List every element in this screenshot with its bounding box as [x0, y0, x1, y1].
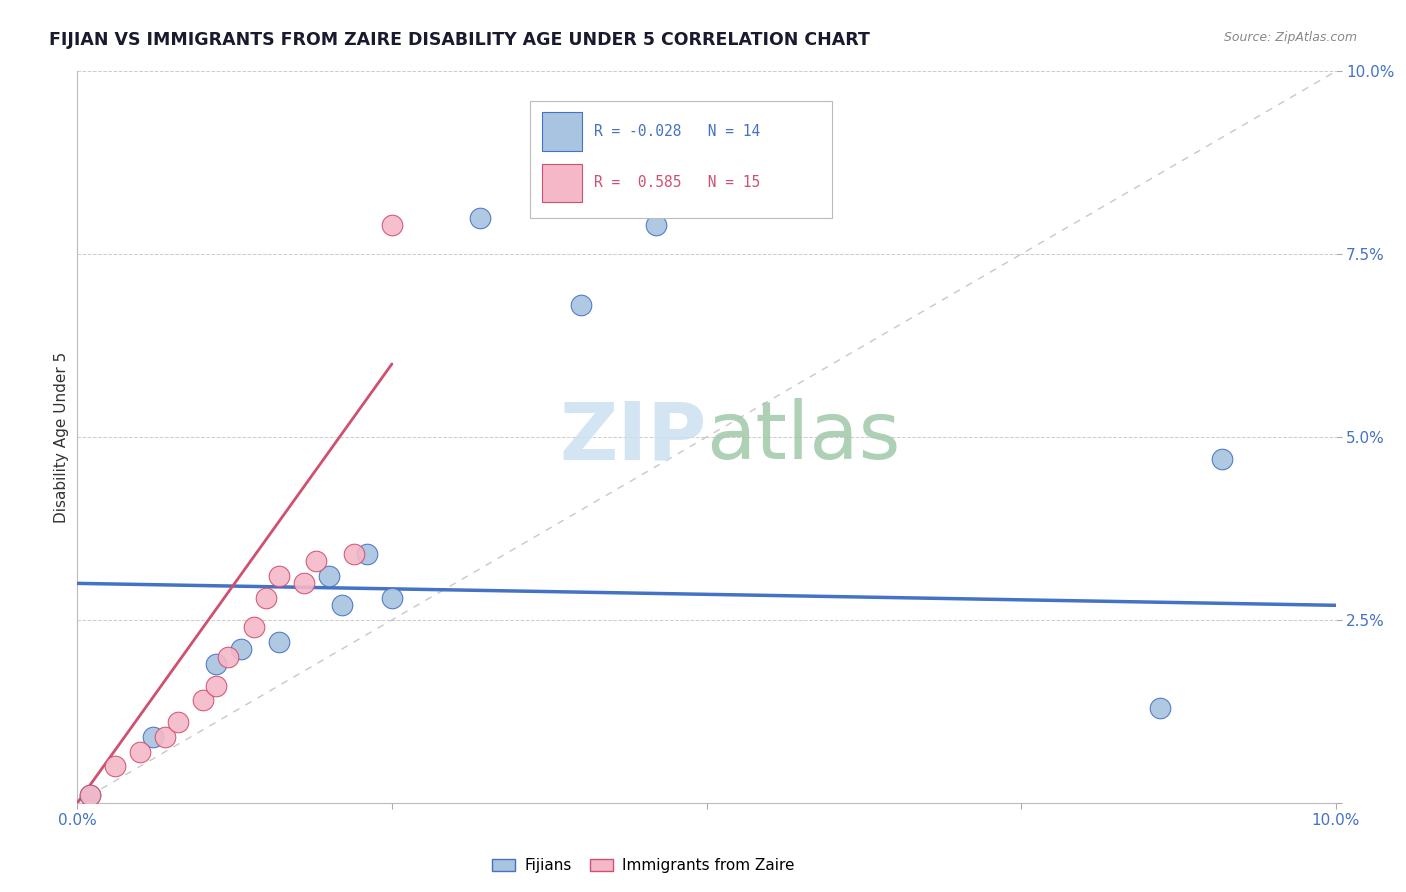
- Text: Source: ZipAtlas.com: Source: ZipAtlas.com: [1223, 31, 1357, 45]
- Point: [343, 547, 366, 561]
- Text: ZIP: ZIP: [560, 398, 707, 476]
- Point: [318, 569, 340, 583]
- Point: [267, 635, 290, 649]
- Point: [79, 789, 101, 803]
- Point: [167, 715, 190, 730]
- Point: [356, 547, 378, 561]
- Point: [1211, 452, 1233, 467]
- Point: [204, 679, 226, 693]
- Point: [1149, 700, 1171, 714]
- Text: atlas: atlas: [707, 398, 901, 476]
- Point: [292, 576, 315, 591]
- Point: [254, 591, 277, 605]
- Point: [217, 649, 239, 664]
- Point: [569, 298, 592, 312]
- Point: [155, 730, 177, 744]
- Point: [645, 218, 668, 232]
- Y-axis label: Disability Age Under 5: Disability Age Under 5: [53, 351, 69, 523]
- Point: [305, 554, 328, 568]
- Legend: Fijians, Immigrants from Zaire: Fijians, Immigrants from Zaire: [486, 852, 801, 880]
- Point: [204, 657, 226, 671]
- Point: [242, 620, 264, 634]
- Point: [381, 218, 404, 232]
- Point: [104, 759, 127, 773]
- Point: [381, 591, 404, 605]
- Point: [142, 730, 165, 744]
- Point: [468, 211, 491, 225]
- Point: [191, 693, 215, 707]
- Point: [330, 599, 353, 613]
- Text: FIJIAN VS IMMIGRANTS FROM ZAIRE DISABILITY AGE UNDER 5 CORRELATION CHART: FIJIAN VS IMMIGRANTS FROM ZAIRE DISABILI…: [49, 31, 870, 49]
- Point: [79, 789, 101, 803]
- Point: [229, 642, 252, 657]
- Point: [267, 569, 290, 583]
- Point: [129, 745, 152, 759]
